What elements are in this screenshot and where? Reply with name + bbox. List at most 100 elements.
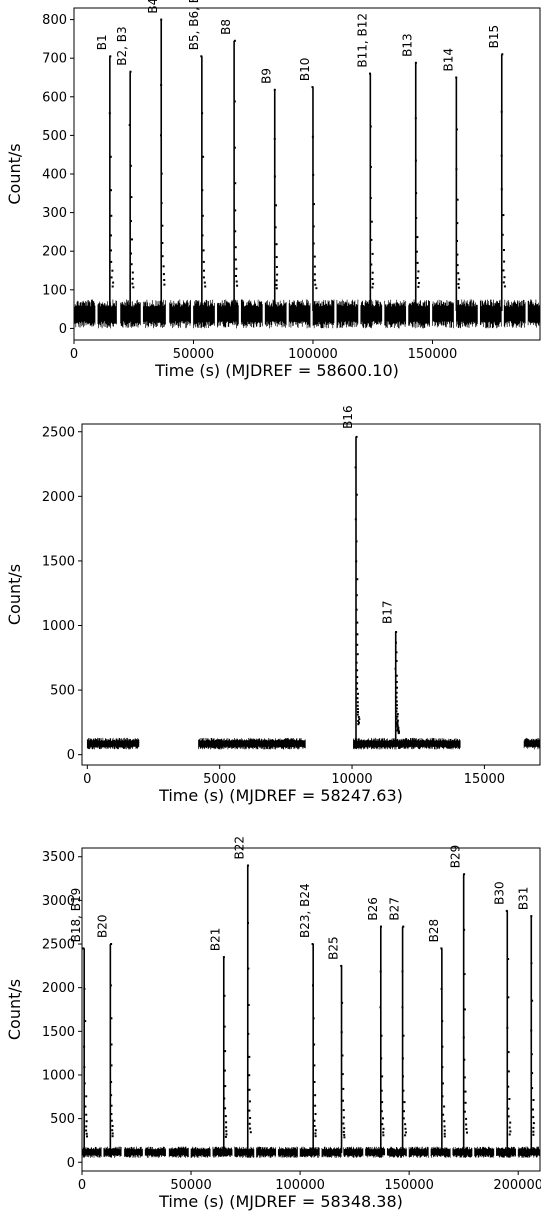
- burst-point: [369, 197, 372, 199]
- burst-label: B1: [95, 34, 109, 50]
- burst-point: [224, 1135, 227, 1138]
- burst-label: B23, B24: [298, 883, 312, 938]
- burst-point: [313, 1081, 316, 1083]
- burst-point: [110, 1113, 113, 1115]
- burst-label: B8: [219, 19, 233, 35]
- burst-point: [441, 1020, 444, 1023]
- burst-point: [356, 578, 359, 581]
- burst-label: B16: [341, 405, 355, 429]
- burst-point: [500, 154, 503, 157]
- burst-point: [160, 84, 163, 87]
- y-tick-label: 600: [42, 90, 67, 105]
- burst-point: [110, 1104, 113, 1107]
- burst-point: [371, 271, 374, 274]
- burst-point: [160, 172, 163, 175]
- burst-point: [356, 633, 359, 636]
- burst-point: [395, 681, 398, 683]
- burst-point: [341, 1054, 344, 1057]
- burst-point: [111, 1129, 114, 1132]
- burst-point: [162, 273, 165, 276]
- burst-point: [355, 493, 358, 496]
- baseline-segment: [212, 1146, 233, 1158]
- burst-point: [466, 1131, 468, 1134]
- burst-point: [343, 1133, 346, 1136]
- burst-point: [380, 1034, 383, 1037]
- burst-point: [110, 1119, 113, 1122]
- burst-label: B13: [401, 33, 415, 57]
- burst-b28: [440, 947, 446, 1153]
- burst-point: [414, 159, 417, 162]
- burst-point: [162, 265, 165, 268]
- burst-b15: [500, 53, 506, 312]
- burst-point: [235, 280, 238, 283]
- burst-point: [371, 252, 374, 255]
- burst-point: [415, 217, 418, 219]
- baseline-segment: [86, 737, 140, 750]
- burst-b29: [462, 873, 468, 1153]
- burst-label: B4: [146, 0, 160, 14]
- burst-point: [131, 271, 134, 274]
- burst-point: [109, 984, 112, 987]
- burst-point: [200, 55, 203, 58]
- burst-point: [503, 260, 506, 263]
- burst-label: B9: [260, 68, 274, 84]
- burst-point: [358, 721, 360, 724]
- burst-point: [86, 1135, 88, 1138]
- burst-point: [414, 61, 417, 64]
- burst-point: [85, 1120, 88, 1123]
- burst-point: [457, 283, 460, 285]
- burst-point: [531, 1072, 534, 1075]
- baseline-segment: [452, 1146, 473, 1158]
- burst-point: [356, 653, 359, 656]
- burst-point: [380, 1057, 383, 1060]
- burst-point: [416, 277, 419, 279]
- burst-point: [340, 964, 343, 967]
- baseline-segment: [432, 299, 454, 329]
- burst-b11-b12: [369, 72, 375, 312]
- baseline-segment: [198, 737, 306, 750]
- baseline-segment: [408, 1146, 429, 1158]
- burst-point: [224, 1107, 227, 1110]
- burst-point: [503, 276, 506, 279]
- burst-point: [356, 708, 359, 711]
- burst-point: [223, 1097, 226, 1100]
- burst-point: [381, 1123, 384, 1126]
- burst-point: [532, 1133, 535, 1136]
- burst-point: [83, 1082, 86, 1085]
- burst-point: [313, 273, 316, 276]
- burst-b8: [233, 39, 239, 312]
- burst-point: [356, 701, 359, 704]
- burst-point: [276, 273, 279, 276]
- burst-point: [531, 1087, 534, 1090]
- burst-point: [532, 1126, 535, 1129]
- y-tick-label: 100: [42, 283, 67, 298]
- burst-point: [160, 134, 162, 137]
- burst-point: [201, 234, 204, 237]
- burst-point: [395, 674, 398, 677]
- baseline-segment: [353, 737, 461, 750]
- burst-point: [417, 270, 420, 273]
- burst-point: [234, 209, 237, 212]
- burst-point: [203, 269, 205, 272]
- burst-point: [463, 1110, 466, 1113]
- burst-b18-b19: [82, 947, 88, 1153]
- burst-point: [248, 1122, 251, 1125]
- burst-b4: [160, 18, 166, 312]
- burst-point: [443, 1105, 446, 1108]
- baseline-segment: [336, 299, 359, 329]
- burst-point: [403, 1101, 406, 1104]
- burst-b5-b6-b7: [200, 55, 207, 312]
- burst-point: [530, 1053, 533, 1056]
- burst-b16: [354, 435, 361, 745]
- burst-point: [342, 1109, 345, 1112]
- y-axis-label: Count/s: [5, 564, 24, 625]
- baseline-segment: [97, 299, 117, 329]
- burst-label: B31: [516, 887, 530, 911]
- burst-point: [223, 994, 226, 997]
- x-tick-label: 100000: [288, 347, 338, 362]
- burst-label: B21: [209, 928, 223, 952]
- burst-point: [161, 242, 164, 244]
- burst-point: [402, 1089, 405, 1092]
- burst-point: [128, 124, 131, 126]
